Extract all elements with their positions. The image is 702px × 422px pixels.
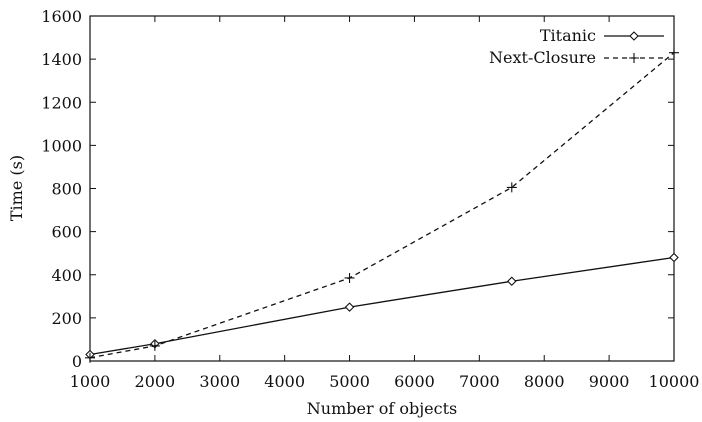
x-tick-label-5: 6000 xyxy=(394,372,435,391)
y-tick-label-6: 1200 xyxy=(41,93,82,112)
legend-label-next-closure: Next-Closure xyxy=(489,48,596,67)
x-tick-label-9: 10000 xyxy=(649,372,700,391)
x-tick-label-1: 2000 xyxy=(135,372,176,391)
series-line-titanic xyxy=(89,256,675,356)
legend-label-titanic: Titanic xyxy=(540,26,596,45)
y-tick-label-1: 200 xyxy=(51,309,82,328)
x-tick-label-8: 9000 xyxy=(589,372,630,391)
y-tick-label-2: 400 xyxy=(51,266,82,285)
point-next-closure-3 xyxy=(506,182,517,193)
point-next-closure-4 xyxy=(669,47,679,58)
x-axis-label: Number of objects xyxy=(307,399,457,418)
point-next-closure-1 xyxy=(149,340,160,351)
y-tick-label-4: 800 xyxy=(51,180,82,199)
y-axis-label: Time (s) xyxy=(7,155,26,221)
x-tick-label-4: 5000 xyxy=(329,372,370,391)
x-tick-label-0: 1000 xyxy=(70,372,111,391)
y-tick-label-0: 0 xyxy=(72,352,82,371)
plot-frame xyxy=(89,15,675,362)
y-tick-label-5: 1000 xyxy=(41,136,82,155)
point-next-closure-2 xyxy=(344,272,355,283)
y-tick-label-8: 1600 xyxy=(41,7,82,26)
x-tick-label-6: 7000 xyxy=(459,372,500,391)
series-line-next-closure xyxy=(89,52,675,359)
y-tick-label-7: 1400 xyxy=(41,50,82,69)
point-titanic-2 xyxy=(344,302,355,312)
x-tick-label-3: 4000 xyxy=(264,372,305,391)
axis-ticks: 1000 2000 3000 4000 5000 6000 7000 8000 9000 1000… xyxy=(41,7,699,391)
legend-marker-titanic xyxy=(629,31,639,41)
point-titanic-3 xyxy=(506,276,517,286)
x-tick-label-7: 8000 xyxy=(524,372,565,391)
y-tick-label-3: 600 xyxy=(51,223,82,242)
legend-marker-next-closure xyxy=(629,53,639,63)
legend: Titanic Next-Closure xyxy=(489,26,664,67)
x-tick-label-2: 3000 xyxy=(199,372,240,391)
point-next-closure-0 xyxy=(85,352,95,363)
point-titanic-4 xyxy=(669,252,679,263)
series-layer xyxy=(85,47,679,363)
